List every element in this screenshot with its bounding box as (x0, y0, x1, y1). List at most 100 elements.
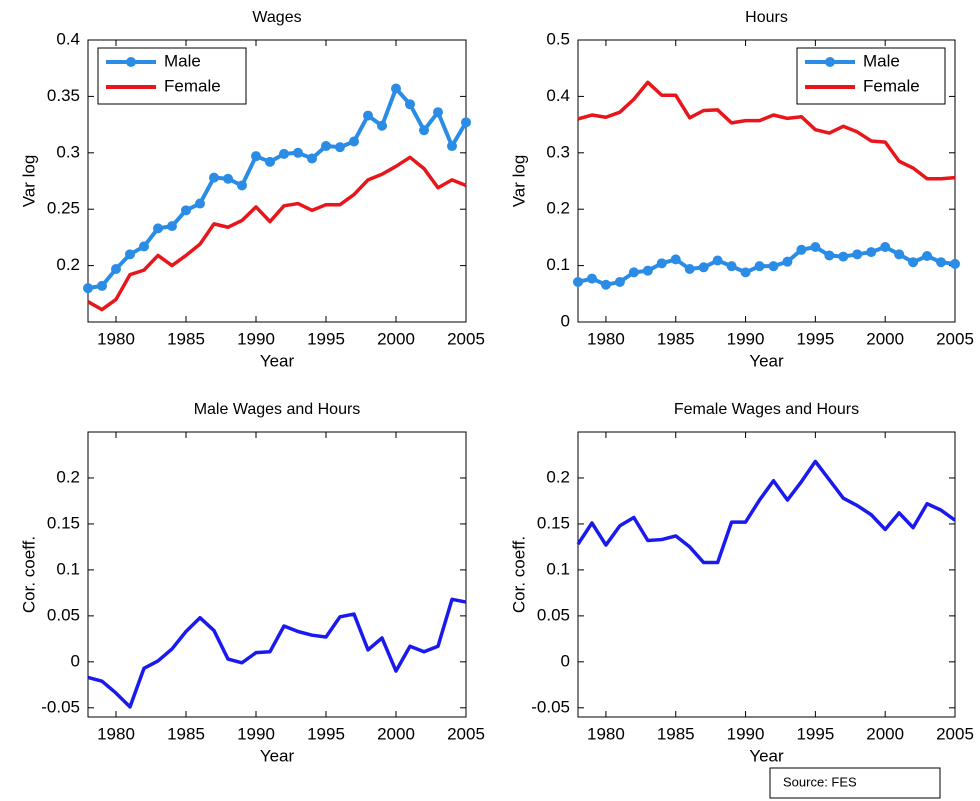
x-axis-label: Year (749, 746, 784, 765)
annotation: Source: FES (783, 774, 857, 789)
x-tick-label: 1990 (727, 724, 765, 743)
y-tick-label: -0.05 (41, 697, 80, 716)
chart-title: Male Wages and Hours (194, 401, 361, 418)
series-marker (293, 147, 303, 158)
series-marker (405, 99, 415, 110)
chart-title: Female Wages and Hours (674, 401, 859, 418)
series-marker (796, 244, 807, 255)
series-line (87, 597, 467, 709)
chart-title: Wages (252, 9, 301, 26)
y-tick-label: 0.2 (56, 255, 80, 274)
y-tick-label: 0.2 (546, 467, 570, 486)
series-line (577, 80, 956, 181)
series-marker (265, 156, 275, 167)
x-tick-label: 1980 (587, 724, 625, 743)
series-marker (139, 241, 149, 252)
series-marker (852, 249, 863, 260)
x-tick-label: 1990 (237, 724, 275, 743)
series-marker (810, 241, 821, 252)
legend-label: Female (863, 76, 920, 95)
series-marker (656, 258, 667, 269)
series-marker (880, 241, 891, 252)
legend-label: Male (863, 51, 900, 70)
x-tick-label: 1995 (307, 724, 345, 743)
x-tick-label: 1980 (587, 329, 625, 348)
series-marker (419, 125, 429, 136)
series-marker (195, 198, 205, 209)
y-tick-label: 0 (71, 651, 80, 670)
y-tick-label: 0.2 (56, 467, 80, 486)
series-marker (279, 148, 289, 159)
y-tick-label: 0.05 (537, 605, 570, 624)
y-tick-label: 0.35 (47, 86, 80, 105)
y-tick-label: 0.3 (546, 142, 570, 161)
series-marker (894, 249, 905, 260)
x-axis-label: Year (260, 746, 295, 765)
series-marker (181, 205, 191, 216)
series-marker (614, 276, 625, 287)
series-marker (726, 261, 737, 272)
x-tick-label: 1980 (97, 329, 135, 348)
series-marker (628, 267, 639, 278)
x-tick-label: 1985 (167, 724, 205, 743)
plot-area (87, 431, 467, 718)
series-marker (922, 251, 933, 262)
series-marker (768, 261, 779, 272)
legend-box (796, 47, 946, 105)
series-marker (754, 261, 765, 272)
series-marker (83, 283, 93, 294)
y-axis-label: Cor. coeff. (509, 536, 528, 613)
x-tick-label: 1995 (796, 329, 834, 348)
y-tick-label: 0.15 (537, 513, 570, 532)
series-marker (97, 280, 107, 291)
series-marker (642, 265, 653, 276)
x-tick-label: 1980 (97, 724, 135, 743)
x-tick-label: 1985 (657, 724, 695, 743)
series-line (576, 459, 957, 565)
series-marker (740, 267, 751, 278)
series-marker (712, 255, 723, 266)
x-axis-label: Year (260, 351, 295, 370)
series-marker (866, 247, 877, 258)
x-tick-label: 1995 (796, 724, 834, 743)
series-marker (153, 223, 163, 234)
series-marker (377, 120, 387, 131)
x-axis-label: Year (749, 351, 784, 370)
series-marker (950, 258, 960, 269)
series-marker (600, 279, 611, 290)
x-tick-label: 2000 (866, 329, 904, 348)
x-tick-label: 1990 (727, 329, 765, 348)
x-tick-label: 2005 (936, 329, 974, 348)
series-line (87, 155, 467, 312)
y-tick-label: 0.25 (47, 199, 80, 218)
series-marker (237, 180, 247, 191)
series-marker (125, 249, 135, 260)
y-tick-label: 0.15 (47, 513, 80, 532)
series-marker (670, 254, 681, 265)
series-marker (908, 257, 919, 268)
y-tick-label: 0.1 (546, 255, 570, 274)
y-tick-label: 0 (561, 651, 570, 670)
series-marker (573, 276, 583, 287)
y-tick-label: 0.5 (546, 29, 570, 48)
legend-marker (126, 57, 136, 67)
annotation-box (769, 767, 941, 799)
x-tick-label: 2000 (377, 724, 415, 743)
series-marker (936, 257, 947, 268)
y-tick-label: -0.05 (531, 697, 570, 716)
series-marker (321, 141, 331, 152)
x-tick-label: 1995 (307, 329, 345, 348)
y-tick-label: 0.2 (546, 199, 570, 218)
series-marker (223, 173, 233, 184)
series-marker (391, 83, 401, 94)
x-tick-label: 1990 (237, 329, 275, 348)
legend-label: Female (164, 76, 221, 95)
x-tick-label: 2005 (447, 329, 485, 348)
legend-label: Male (164, 51, 201, 70)
legend-marker (825, 57, 835, 67)
y-tick-label: 0 (561, 311, 570, 330)
x-tick-label: 1985 (167, 329, 205, 348)
x-tick-label: 1985 (657, 329, 695, 348)
series-marker (824, 250, 835, 261)
